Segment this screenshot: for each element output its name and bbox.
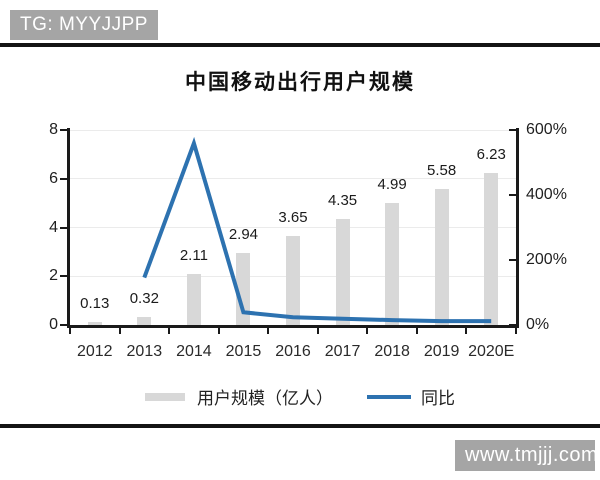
x-axis-tick: [69, 328, 71, 334]
bar-2012: [87, 321, 102, 325]
y-axis-left-label: 6: [49, 169, 58, 187]
bar-value-label: 2.11: [179, 246, 208, 264]
y-axis-right-label: 600%: [526, 121, 567, 138]
y-axis-left-label: 4: [49, 218, 58, 236]
watermark-badge-bottom: www.tmjjj.com: [455, 440, 598, 471]
x-axis-tick: [118, 328, 121, 334]
bar-2016: [286, 236, 300, 325]
bar-2020E: [484, 173, 499, 325]
x-axis-tick: [168, 328, 171, 334]
y-axis-right-tick: [509, 194, 517, 196]
top-divider: [0, 43, 600, 47]
x-axis-tick: [515, 328, 517, 334]
bar-value-label: 2.94: [228, 226, 259, 244]
x-axis-tick: [267, 328, 270, 334]
bar-2019: [434, 188, 449, 325]
x-axis-tick: [366, 328, 369, 334]
bar-2013: [137, 317, 152, 325]
y-axis-right-label: 200%: [526, 251, 567, 268]
legend-bar-swatch: [145, 392, 185, 401]
y-axis-left-tick: [60, 275, 68, 278]
grid-line: [70, 227, 516, 228]
legend-bar-label: 用户规模（亿人）: [197, 389, 333, 408]
y-axis-right-label: 400%: [526, 186, 567, 203]
y-axis-left-tick: [60, 129, 68, 131]
y-axis-left-label: 8: [49, 121, 58, 138]
x-axis-label-2015: 2015: [225, 343, 262, 360]
y-axis-left-label: 0: [49, 316, 58, 333]
x-axis-label-2020E: 2020E: [468, 343, 515, 360]
bar-value-label: 0.13: [80, 294, 110, 312]
bar-2014: [186, 273, 201, 325]
x-axis-label-2019: 2019: [423, 343, 460, 360]
y-axis-left-label: 2: [49, 267, 58, 285]
bar-value-label: 6.23: [476, 146, 506, 164]
x-axis: [67, 325, 519, 328]
y-axis-right-tick: [509, 259, 517, 261]
bar-2017: [335, 218, 350, 325]
x-axis-label-2013: 2013: [126, 343, 163, 360]
watermark-badge-top: TG: MYYJJPP: [10, 10, 158, 40]
x-axis-label-2018: 2018: [374, 343, 410, 360]
y-axis-left-tick: [60, 324, 68, 326]
y-axis-right-tick: [509, 324, 517, 326]
y-axis-left: [67, 128, 70, 328]
y-axis-right: [516, 128, 519, 328]
x-axis-label-2016: 2016: [275, 343, 311, 360]
bar-2018: [385, 203, 400, 325]
x-axis-label-2012: 2012: [76, 343, 113, 360]
bar-value-label: 0.32: [129, 290, 159, 308]
chart-legend: 用户规模（亿人） 同比: [145, 384, 455, 409]
y-axis-right-tick: [509, 129, 517, 131]
bar-value-label: 5.58: [427, 161, 457, 179]
bar-value-label: 3.65: [278, 209, 308, 227]
x-axis-tick: [217, 328, 220, 334]
legend-line-swatch: [367, 394, 411, 399]
y-axis-right-label: 0%: [526, 316, 550, 333]
bar-value-label: 4.99: [377, 176, 407, 194]
y-axis-left-tick: [60, 177, 68, 180]
x-axis-label-2017: 2017: [324, 343, 361, 360]
bar-value-label: 4.35: [327, 191, 358, 209]
legend-line-label: 同比: [421, 389, 455, 408]
x-axis-tick: [465, 328, 468, 334]
x-axis-tick: [415, 328, 418, 334]
x-axis-tick: [316, 328, 319, 334]
bar-2015: [236, 253, 251, 325]
y-axis-left-tick: [60, 226, 68, 229]
x-axis-label-2014: 2014: [176, 343, 212, 360]
bottom-divider: [0, 424, 600, 428]
chart-title: 中国移动出行用户规模: [185, 71, 415, 94]
grid-line: [70, 129, 516, 131]
